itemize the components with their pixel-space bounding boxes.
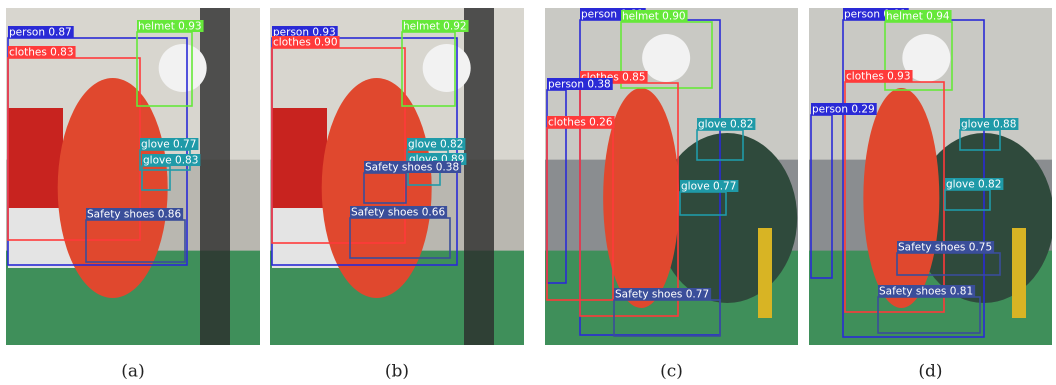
- detection-label: clothes 0.93: [846, 71, 911, 83]
- detection-label: glove 0.77: [681, 181, 736, 193]
- caption: (a): [121, 362, 144, 382]
- caption: (c): [660, 362, 683, 382]
- detection-label: person 0.29: [812, 104, 875, 116]
- detection-label: person 0.87: [9, 27, 72, 39]
- detection-label: Safety shoes 0.66: [351, 207, 445, 219]
- detection-label: Safety shoes 0.38: [365, 162, 459, 174]
- photo: [270, 8, 524, 345]
- detection-label: Safety shoes 0.86: [87, 209, 181, 221]
- detection-label: glove 0.88: [961, 119, 1016, 131]
- figure: person 0.87 clothes 0.83 helmet 0.93 glove …: [0, 0, 1056, 385]
- detection-label: person 0.38: [548, 79, 611, 91]
- worker-helmet: [159, 44, 207, 92]
- detection-label: Safety shoes 0.77: [615, 289, 709, 301]
- detection-label: clothes 0.83: [9, 47, 74, 59]
- detection-label: helmet 0.90: [622, 11, 686, 23]
- yellow-pipe: [1012, 228, 1026, 318]
- worker-helmet: [423, 44, 471, 92]
- detection-label: helmet 0.93: [138, 21, 202, 33]
- detection-label: Safety shoes 0.75: [898, 242, 992, 254]
- detection-label: clothes 0.90: [273, 37, 338, 49]
- detection-label: glove 0.77: [141, 139, 196, 151]
- detection-label: clothes 0.26: [548, 117, 613, 129]
- detection-label: glove 0.82: [946, 179, 1001, 191]
- detection-label: helmet 0.92: [403, 21, 467, 33]
- worker-helmet: [642, 34, 690, 82]
- detection-label: glove 0.82: [698, 119, 753, 131]
- detection-label: glove 0.82: [408, 139, 463, 151]
- detection-label: helmet 0.94: [886, 11, 950, 23]
- yellow-pipe: [758, 228, 772, 318]
- detection-label: Safety shoes 0.81: [879, 286, 973, 298]
- caption: (d): [918, 362, 942, 382]
- panel: person 0.87 clothes 0.83 helmet 0.93 glove …: [6, 8, 260, 382]
- caption: (b): [385, 362, 409, 382]
- detection-label: glove 0.83: [143, 155, 198, 167]
